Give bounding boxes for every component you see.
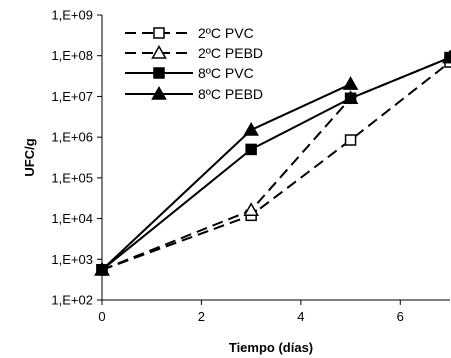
data-point: [444, 51, 451, 64]
x-axis-title: Tiempo (días): [229, 340, 313, 355]
x-tick-label: 2: [198, 309, 205, 324]
data-point: [245, 143, 257, 156]
y-tick-label: 1,E+02: [51, 293, 93, 308]
legend-marker: [151, 85, 167, 100]
x-tick-label: 0: [98, 309, 105, 324]
y-axis-title: UFC/g: [22, 138, 37, 176]
y-tick-label: 1,E+07: [51, 89, 93, 104]
data-point: [344, 134, 357, 146]
data-point: [243, 202, 259, 217]
legend-marker: [153, 67, 165, 79]
y-tick-label: 1,E+08: [51, 48, 93, 63]
series-line-2: [101, 56, 451, 271]
y-ticks: 1,E+02 1,E+03 1,E+04 1,E+05 1,E+06 1,E+07 1,E+…: [51, 8, 102, 308]
y-tick-label: 1,E+05: [51, 170, 93, 185]
legend-label: 2ºC PEBD: [198, 45, 263, 61]
axes: [101, 15, 450, 301]
x-ticks: 0 2 4 6: [98, 300, 404, 324]
data-point: [342, 76, 359, 90]
y-tick-label: 1,E+09: [51, 8, 93, 23]
legend-label: 2ºC PVC: [198, 25, 254, 41]
legend: 2ºC PVC 2ºC PEBD 8ºC PVC 8ºC PEBD: [125, 25, 263, 102]
legend-label: 8ºC PVC: [198, 65, 254, 81]
data-point: [344, 92, 357, 105]
data-point: [243, 121, 259, 136]
series-markers: [94, 49, 451, 276]
y-tick-label: 1,E+04: [51, 211, 93, 226]
legend-marker: [153, 27, 165, 39]
legend-label: 8ºC PEBD: [198, 86, 263, 102]
series-line-1: [101, 61, 451, 271]
y-tick-label: 1,E+03: [51, 252, 93, 267]
x-tick-label: 6: [397, 309, 404, 324]
data-point: [94, 261, 110, 276]
series-line-3: [101, 56, 451, 271]
y-tick-label: 1,E+06: [51, 130, 93, 145]
x-tick-label: 4: [297, 309, 304, 324]
series-lines: [101, 56, 451, 271]
series-line-4: [101, 83, 351, 271]
legend-marker: [151, 44, 167, 59]
